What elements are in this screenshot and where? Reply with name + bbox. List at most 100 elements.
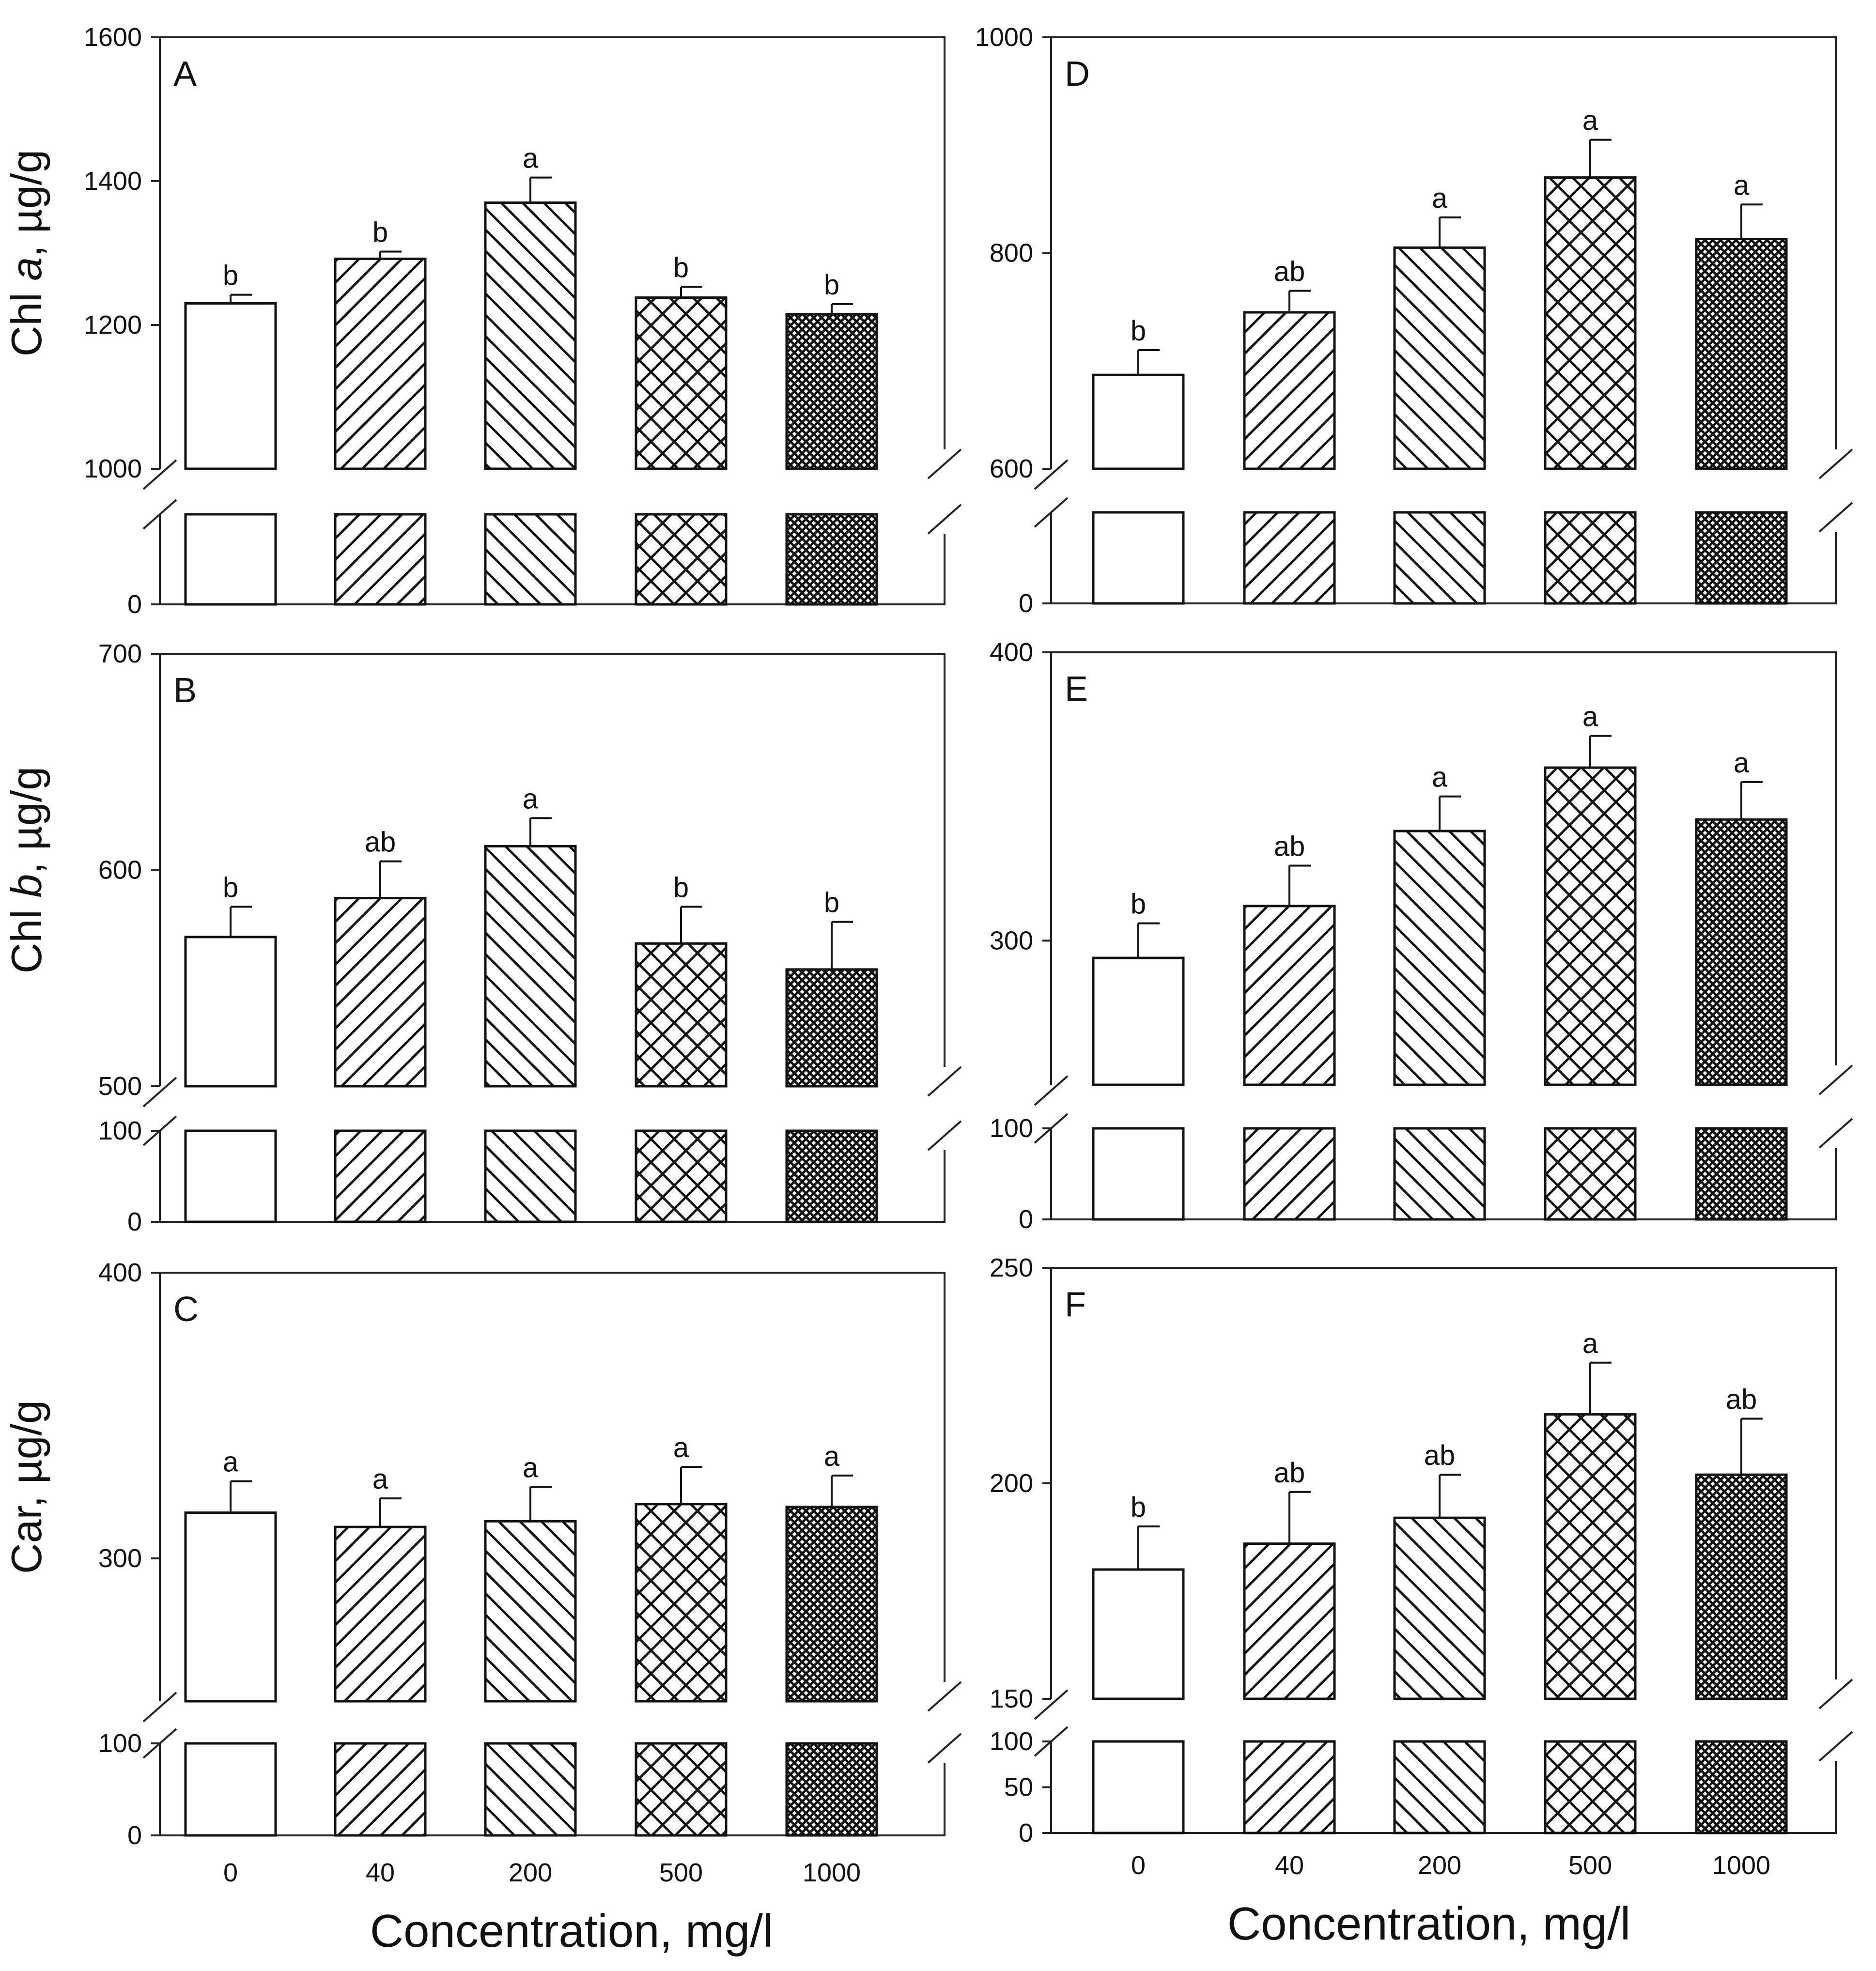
y-axis-title-unit: , µg/g [2,150,50,257]
bar-upper-0 [1092,956,1185,1086]
panel-frame-upper [159,36,946,469]
y-tick-label-lower: 50 [1004,1773,1033,1802]
axis-break-right-upper [927,1066,962,1097]
significance-label: ab [1274,1457,1305,1489]
chart-panel-f: 150 200 250 0 50 100 Fb ab ab a ab 0 40 200 500 1000 [990,1253,1853,1880]
bar-upper-1000 [785,968,878,1088]
chart-panel-c: 300 400 0 100 C Car, µg/g a a a a a 0 40 200 500 1000 [2,1258,962,1887]
bar-lower-200 [1393,511,1486,605]
axis-break-left-lower [1034,497,1069,528]
bar-lower-200 [1393,1740,1486,1834]
significance-label: a [523,1452,539,1484]
significance-label: ab [1274,831,1305,862]
bar-lower-1000 [1695,1127,1788,1221]
axis-break-left-upper [142,459,177,490]
bar-lower-500 [635,513,728,606]
axis-break-left-upper [1034,1689,1069,1720]
y-tick-label-lower: 0 [127,1821,142,1850]
y-tick-label-upper: 1400 [84,167,142,196]
significance-label: b [372,217,388,248]
x-tick-label: 1000 [1712,1851,1770,1880]
y-axis-title-italic: b [2,874,50,898]
significance-label: ab [1274,256,1305,287]
bar-upper-200 [1393,1516,1486,1700]
significance-label: a [372,1463,388,1495]
y-tick-label-upper: 800 [990,239,1033,268]
bar-upper-500 [1544,1413,1637,1700]
significance-label: a [1582,105,1598,137]
x-axis-title-right: Concentration, mg/l [1227,1898,1630,1950]
bar-lower-1000 [785,513,878,606]
axis-break-right-lower [927,1733,962,1764]
bar-lower-1000 [785,1742,878,1837]
bar-upper-200 [484,1520,577,1703]
x-tick-label: 0 [223,1858,238,1887]
axis-break-left-upper [1034,1075,1069,1106]
bar-lower-0 [1092,1127,1185,1221]
significance-label: b [1131,315,1146,347]
significance-label: ab [365,827,396,858]
bar-lower-0 [184,513,277,606]
bar-lower-40 [1243,1127,1336,1221]
y-tick-label-lower: 100 [990,1727,1033,1756]
y-axis-title-unit: , µg/g [2,767,50,874]
y-tick-label-lower: 0 [1019,1205,1033,1234]
significance-label: a [1432,183,1448,214]
panel-letter: C [173,1290,199,1329]
axis-break-left-lower [142,499,177,530]
chart-panel-d: 600 800 1000 0 Db ab a a a [975,23,1853,618]
bar-lower-40 [334,1129,427,1223]
significance-label: a [824,1441,840,1472]
y-tick-label-upper: 1200 [84,310,142,339]
significance-label: b [673,872,689,903]
bar-upper-0 [1092,1568,1185,1700]
panel-letter: F [1065,1285,1086,1324]
axis-break-right-lower [927,504,962,535]
bar-lower-200 [484,1742,577,1837]
x-tick-label: 200 [509,1858,552,1887]
bar-lower-200 [484,1129,577,1223]
y-tick-label-upper: 300 [98,1544,142,1573]
bar-upper-40 [334,1525,427,1703]
bar-upper-1000 [1695,238,1788,470]
y-axis-title: Chl b, µg/g [2,767,50,973]
bar-lower-40 [1243,1740,1336,1834]
significance-label: a [673,1432,689,1463]
significance-label: b [673,252,689,283]
significance-label: a [1734,747,1750,779]
bar-upper-40 [1243,311,1336,470]
bar-lower-1000 [785,1129,878,1223]
axis-break-right-lower [1818,1731,1853,1762]
x-tick-label: 500 [1568,1851,1612,1880]
bar-lower-500 [1544,511,1637,605]
y-axis-title: Chl a, µg/g [2,150,50,356]
y-axis-title-main: Chl [2,281,50,357]
y-axis-title-main: Chl [2,898,50,974]
axis-break-right-upper [1818,448,1853,479]
significance-label: b [223,260,238,292]
bar-upper-200 [1393,830,1486,1086]
bar-lower-1000 [1695,511,1788,605]
y-tick-label-upper: 1000 [84,454,142,483]
axis-break-left-upper [142,1692,177,1723]
axis-break-right-upper [1818,1678,1853,1709]
chart-panel-e: 300 400 0 100 Eb ab a a a [990,638,1853,1234]
significance-label: ab [1424,1440,1456,1471]
y-tick-label-upper: 200 [990,1469,1033,1498]
bar-upper-200 [484,201,577,470]
bar-lower-200 [484,513,577,606]
bar-lower-0 [1092,511,1185,605]
y-axis-title: Car, µg/g [2,1400,50,1574]
y-tick-label-upper: 1000 [975,23,1033,52]
y-tick-label-upper: 500 [98,1072,142,1101]
bar-lower-500 [1544,1740,1637,1834]
bar-lower-40 [334,513,427,606]
axis-break-right-upper [1818,1064,1853,1095]
significance-label: b [824,269,839,301]
bar-upper-40 [334,897,427,1088]
significance-label: a [1432,762,1448,793]
bar-lower-200 [1393,1127,1486,1221]
y-tick-label-upper: 600 [98,856,142,885]
significance-label: b [824,887,839,919]
